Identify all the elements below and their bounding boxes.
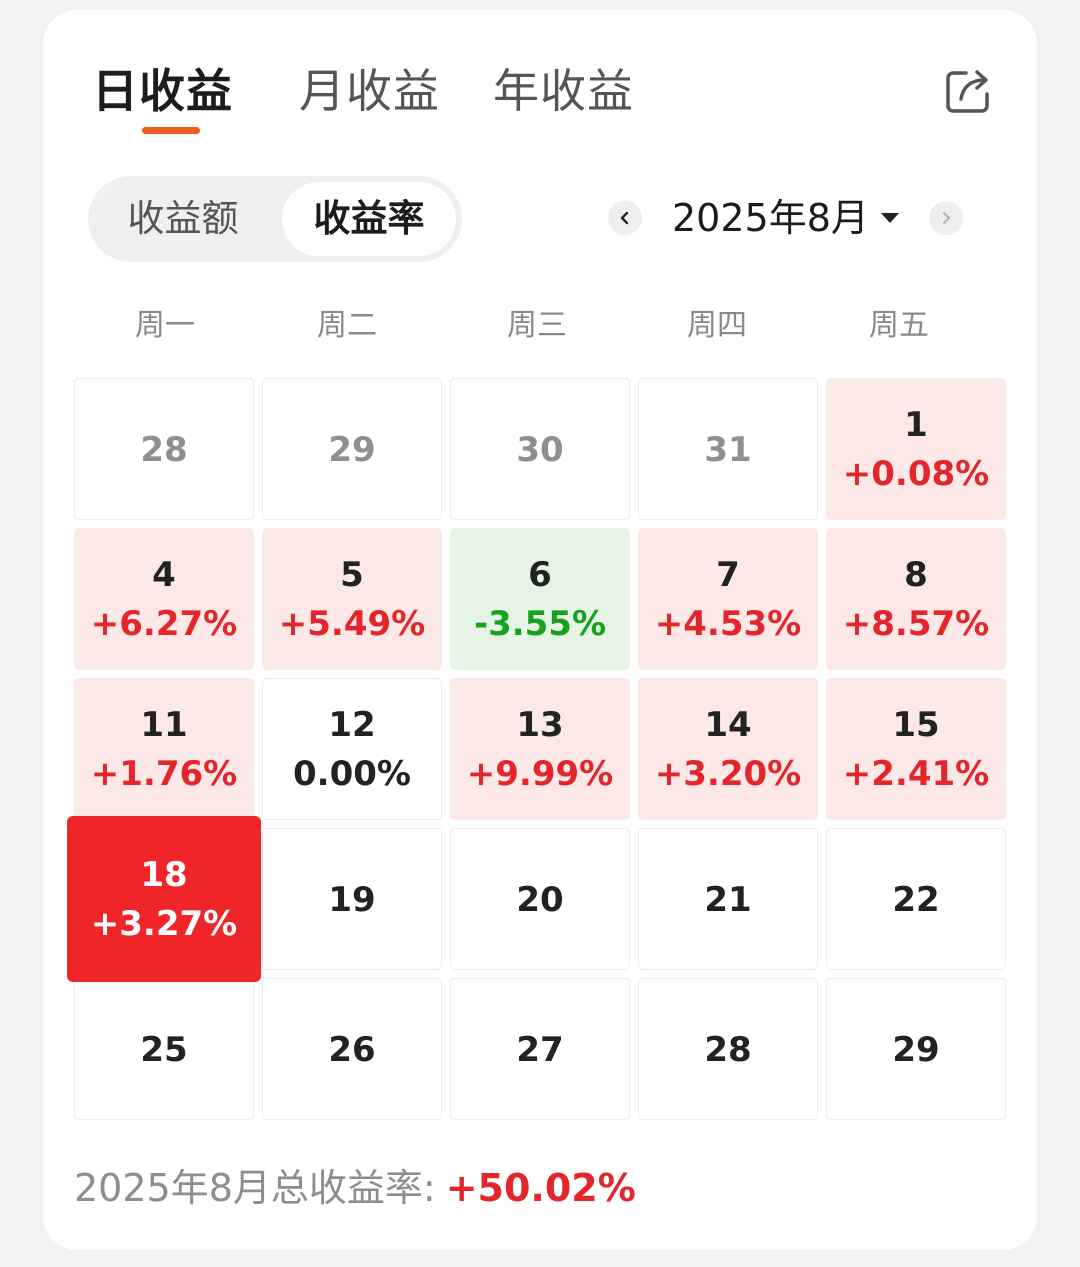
calendar-day-cell[interactable]: 19 [262, 828, 442, 970]
day-number: 28 [140, 430, 188, 470]
calendar-day-cell[interactable]: 30 [450, 378, 630, 520]
prev-month-button[interactable] [608, 201, 642, 235]
metric-segmented-control: 收益额 收益率 [88, 176, 462, 262]
chevron-right-icon [942, 211, 951, 225]
calendar-day-cell[interactable]: 6 -3.55% [450, 528, 630, 670]
day-return-rate: +3.27% [90, 904, 238, 944]
day-return-rate: +0.08% [842, 454, 990, 494]
calendar-day-cell[interactable]: 14 +3.20% [638, 678, 818, 820]
calendar-day-cell[interactable]: 25 [74, 978, 254, 1120]
weekday-label: 周五 [869, 308, 929, 343]
calendar-day-cell[interactable]: 28 [74, 378, 254, 520]
calendar-day-cell[interactable]: 13 +9.99% [450, 678, 630, 820]
calendar-day-cell[interactable]: 28 [638, 978, 818, 1120]
day-return-rate: +2.41% [842, 754, 990, 794]
tab-daily-earnings[interactable]: 日收益 [92, 64, 233, 118]
monthly-total-value: +50.02% [445, 1166, 636, 1210]
calendar-day-cell[interactable]: 20 [450, 828, 630, 970]
day-number: 18 [140, 855, 188, 895]
day-number: 29 [328, 430, 376, 470]
day-number: 30 [516, 430, 564, 470]
active-tab-indicator [142, 127, 200, 134]
day-return-rate: +6.27% [90, 604, 238, 644]
day-return-rate: +8.57% [842, 604, 990, 644]
weekday-label: 周三 [507, 308, 567, 343]
monthly-total-summary: 2025年8月总收益率: +50.02% [74, 1163, 636, 1213]
day-return-rate: +3.20% [654, 754, 802, 794]
day-number: 5 [340, 555, 364, 595]
calendar-day-cell[interactable]: 8 +8.57% [826, 528, 1006, 670]
next-month-button[interactable] [929, 201, 963, 235]
day-number: 7 [716, 555, 740, 595]
share-icon[interactable] [944, 66, 994, 116]
day-number: 13 [516, 705, 564, 745]
chevron-left-icon [620, 211, 629, 225]
calendar-day-cell[interactable]: 31 [638, 378, 818, 520]
weekday-label: 周二 [317, 308, 377, 343]
calendar-day-cell[interactable]: 4 +6.27% [74, 528, 254, 670]
day-return-rate: +9.99% [466, 754, 614, 794]
day-number: 29 [892, 1030, 940, 1070]
calendar-day-cell[interactable]: 5 +5.49% [262, 528, 442, 670]
day-number: 25 [140, 1030, 188, 1070]
calendar-day-cell[interactable]: 29 [826, 978, 1006, 1120]
day-return-rate: +1.76% [90, 754, 238, 794]
day-return-rate: +4.53% [654, 604, 802, 644]
day-return-rate: +5.49% [278, 604, 426, 644]
day-number: 19 [328, 880, 376, 920]
weekday-label: 周一 [135, 308, 195, 343]
day-number: 28 [704, 1030, 752, 1070]
calendar-day-cell[interactable]: 29 [262, 378, 442, 520]
day-number: 11 [140, 705, 188, 745]
day-number: 1 [904, 405, 928, 445]
calendar-day-cell[interactable]: 11 +1.76% [74, 678, 254, 820]
monthly-total-label: 2025年8月总收益率: [74, 1166, 436, 1210]
month-selector[interactable]: 2025年8月 [672, 196, 869, 240]
day-number: 31 [704, 430, 752, 470]
day-number: 20 [516, 880, 564, 920]
day-number: 21 [704, 880, 752, 920]
segment-earnings-rate[interactable]: 收益率 [282, 182, 456, 256]
calendar-day-cell[interactable]: 27 [450, 978, 630, 1120]
day-number: 12 [328, 705, 376, 745]
day-return-rate: 0.00% [293, 754, 411, 794]
calendar-day-cell[interactable]: 7 +4.53% [638, 528, 818, 670]
calendar-day-cell[interactable]: 26 [262, 978, 442, 1120]
calendar-day-cell[interactable]: 21 [638, 828, 818, 970]
day-number: 4 [152, 555, 176, 595]
calendar-day-cell[interactable]: 22 [826, 828, 1006, 970]
day-number: 6 [528, 555, 552, 595]
segment-earnings-amount[interactable]: 收益额 [127, 197, 239, 240]
day-number: 14 [704, 705, 752, 745]
day-number: 27 [516, 1030, 564, 1070]
day-number: 26 [328, 1030, 376, 1070]
day-number: 8 [904, 555, 928, 595]
tab-yearly-earnings[interactable]: 年收益 [493, 64, 634, 118]
calendar-day-cell[interactable]: 1 +0.08% [826, 378, 1006, 520]
calendar-day-cell[interactable]: 15 +2.41% [826, 678, 1006, 820]
calendar-day-cell[interactable]: 12 0.00% [262, 678, 442, 820]
day-return-rate: -3.55% [473, 604, 607, 644]
day-number: 22 [892, 880, 940, 920]
calendar-day-cell[interactable]: 18 +3.27% [67, 816, 261, 982]
day-number: 15 [892, 705, 940, 745]
tab-monthly-earnings[interactable]: 月收益 [299, 64, 440, 118]
caret-down-icon[interactable] [880, 212, 900, 224]
weekday-label: 周四 [687, 308, 747, 343]
